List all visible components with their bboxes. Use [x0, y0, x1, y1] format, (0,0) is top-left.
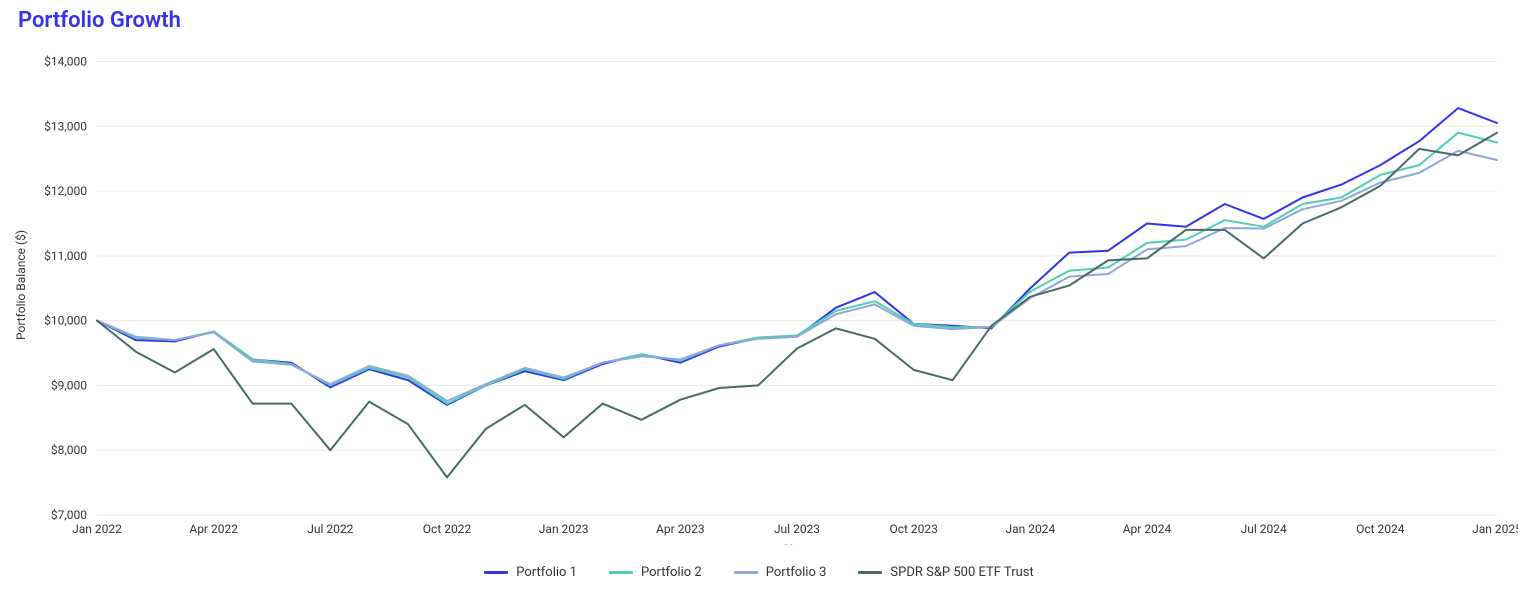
y-tick-label: $9,000	[51, 378, 87, 392]
y-tick-label: $7,000	[51, 508, 87, 522]
x-tick-label: Jul 2022	[307, 522, 353, 536]
legend-item[interactable]: Portfolio 3	[734, 565, 827, 580]
legend-swatch	[734, 571, 758, 574]
legend-item[interactable]: SPDR S&P 500 ETF Trust	[858, 565, 1033, 580]
series-line	[97, 151, 1497, 401]
y-tick-label: $12,000	[44, 184, 87, 198]
x-tick-label: Jan 2023	[539, 522, 589, 536]
x-tick-label: Apr 2022	[189, 522, 238, 536]
y-tick-label: $13,000	[44, 119, 87, 133]
x-tick-label: Jul 2023	[774, 522, 820, 536]
x-axis-title: Year	[785, 542, 809, 545]
x-tick-label: Oct 2022	[423, 522, 472, 536]
y-tick-label: $11,000	[44, 249, 87, 263]
legend-item[interactable]: Portfolio 2	[609, 565, 702, 580]
portfolio-growth-chart: $7,000 $8,000 $9,000 $10,000 $11,000 $12,000 $…	[0, 45, 1518, 545]
x-tick-label: Apr 2024	[1123, 522, 1172, 536]
x-tick-label: Oct 2023	[889, 522, 937, 536]
x-tick-label: Jul 2024	[1241, 522, 1287, 536]
x-tick-label: Jan 2025	[1472, 522, 1518, 536]
legend-swatch	[858, 571, 882, 574]
legend-swatch	[609, 571, 633, 574]
legend-swatch	[484, 571, 508, 574]
legend-label: Portfolio 3	[766, 565, 827, 580]
chart-title: Portfolio Growth	[18, 8, 181, 33]
y-axis-title: Portfolio Balance ($)	[14, 230, 28, 340]
legend-label: SPDR S&P 500 ETF Trust	[890, 565, 1033, 580]
series-line	[97, 133, 1497, 404]
chart-legend: Portfolio 1 Portfolio 2 Portfolio 3 SPDR S&…	[0, 565, 1518, 580]
series-line	[97, 108, 1497, 405]
y-tick-label: $10,000	[44, 314, 87, 328]
legend-label: Portfolio 2	[641, 565, 702, 580]
x-tick-label: Apr 2023	[656, 522, 705, 536]
x-tick-label: Oct 2024	[1356, 522, 1405, 536]
legend-item[interactable]: Portfolio 1	[484, 565, 577, 580]
y-tick-label: $8,000	[51, 443, 87, 457]
x-tick-label: Jan 2022	[72, 522, 122, 536]
x-tick-label: Jan 2024	[1005, 522, 1055, 536]
legend-label: Portfolio 1	[516, 565, 577, 580]
series-line	[97, 133, 1497, 478]
y-tick-label: $14,000	[44, 54, 87, 68]
chart-container: $7,000 $8,000 $9,000 $10,000 $11,000 $12,000 $…	[0, 45, 1518, 608]
